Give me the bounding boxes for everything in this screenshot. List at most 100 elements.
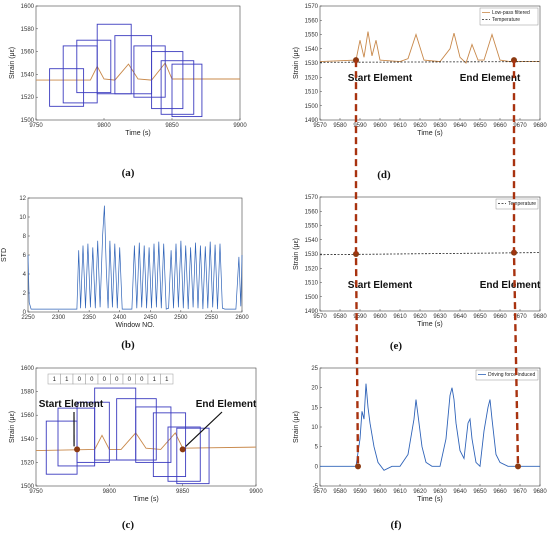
y-tick-label: 1560 bbox=[305, 209, 319, 215]
y-axis-label: Strain (με) bbox=[293, 238, 300, 270]
start-element-label: Start Element bbox=[348, 280, 413, 291]
element-cell-value: 0 bbox=[140, 377, 144, 383]
plot-frame bbox=[35, 5, 241, 121]
x-tick-label: 9850 bbox=[165, 123, 179, 129]
legend-box bbox=[495, 198, 539, 210]
end-element-label: End Element bbox=[480, 280, 541, 291]
y-tick-label: 1540 bbox=[21, 437, 35, 443]
x-tick-label: 9610 bbox=[393, 123, 407, 129]
window-box bbox=[96, 23, 132, 95]
y-tick-label: 1520 bbox=[21, 95, 35, 101]
x-tick-label: 2500 bbox=[174, 315, 188, 321]
legend-box bbox=[475, 369, 539, 381]
x-tick-label: 9640 bbox=[453, 123, 467, 129]
x-tick-label: 9650 bbox=[473, 123, 487, 129]
y-tick-label: 1560 bbox=[21, 50, 35, 56]
element-marker bbox=[179, 446, 186, 453]
y-tick-label: 15 bbox=[311, 405, 318, 411]
x-tick-label: 9620 bbox=[413, 314, 427, 320]
y-tick-label: 1570 bbox=[305, 195, 319, 201]
x-tick-label: 9570 bbox=[313, 489, 327, 495]
x-axis-label: Time (s) bbox=[417, 321, 442, 328]
end-element-connector bbox=[512, 60, 520, 467]
x-tick-label: 9600 bbox=[373, 314, 387, 320]
x-tick-label: 9670 bbox=[513, 123, 527, 129]
x-tick-label: 9580 bbox=[333, 489, 347, 495]
window-box bbox=[171, 63, 203, 118]
y-tick-label: 1520 bbox=[305, 266, 319, 272]
y-tick-label: 2 bbox=[23, 291, 27, 297]
x-tick-label: 9660 bbox=[493, 123, 507, 129]
y-tick-label: 1540 bbox=[21, 72, 35, 78]
y-tick-label: 25 bbox=[311, 366, 318, 372]
window-box bbox=[133, 45, 166, 98]
y-tick-label: 4 bbox=[23, 272, 27, 278]
x-tick-label: 9610 bbox=[393, 314, 407, 320]
window-box bbox=[151, 51, 184, 110]
x-tick-label: 2350 bbox=[82, 315, 96, 321]
x-tick-label: 9900 bbox=[249, 489, 263, 495]
y-tick-label: 1550 bbox=[305, 33, 319, 39]
y-tick-label: 1560 bbox=[305, 18, 319, 24]
chart-panel-d: 9570 9580 9590 9600 9610 9620 9630 9640 9650 9660… bbox=[293, 4, 547, 181]
x-tick-label: 9650 bbox=[473, 489, 487, 495]
start-element-label: Start Element bbox=[348, 73, 413, 84]
chart-panel-e: 9570 9580 9590 9600 9610 9620 9630 9640 9650 9660… bbox=[293, 195, 547, 352]
y-axis-label: Strain (με) bbox=[9, 411, 16, 443]
x-tick-label: 2550 bbox=[205, 315, 219, 321]
x-axis-label: Window NO. bbox=[115, 322, 154, 329]
y-tick-label: -5 bbox=[313, 484, 319, 490]
x-tick-label: 9680 bbox=[533, 489, 547, 495]
y-tick-label: 1600 bbox=[21, 366, 35, 372]
x-tick-label: 9670 bbox=[513, 314, 527, 320]
element-marker bbox=[355, 463, 361, 470]
panel-label: (f) bbox=[391, 519, 402, 531]
legend-entry: Low-pass filtered bbox=[492, 10, 530, 16]
y-axis-label: STD bbox=[1, 248, 8, 262]
end-pointer-arrow bbox=[185, 411, 223, 447]
end-element-label: End Element bbox=[196, 399, 257, 410]
element-cell-value: 1 bbox=[53, 377, 57, 383]
plot-frame bbox=[35, 367, 257, 487]
x-axis-label: Time (s) bbox=[417, 496, 442, 503]
x-tick-label: 9630 bbox=[433, 489, 447, 495]
x-tick-label: 9640 bbox=[453, 314, 467, 320]
y-tick-label: 1510 bbox=[305, 281, 319, 287]
x-axis-label: Time (s) bbox=[125, 130, 150, 137]
x-tick-label: 9640 bbox=[453, 489, 467, 495]
x-tick-label: 9800 bbox=[103, 489, 117, 495]
x-tick-label: 2600 bbox=[235, 315, 249, 321]
element-cell-value: 0 bbox=[103, 377, 107, 383]
start-element-label: Start Element bbox=[39, 399, 104, 410]
x-tick-label: 9590 bbox=[353, 489, 367, 495]
x-tick-label: 9900 bbox=[233, 123, 247, 129]
x-tick-label: 9620 bbox=[413, 489, 427, 495]
element-marker bbox=[515, 463, 521, 470]
y-tick-label: 8 bbox=[23, 234, 27, 240]
panel-label: (d) bbox=[377, 169, 391, 181]
panel-label: (b) bbox=[121, 339, 135, 351]
y-tick-label: 12 bbox=[19, 196, 26, 202]
plot-frame bbox=[319, 367, 541, 487]
legend-entry: Temperature bbox=[492, 17, 520, 23]
filtered-strain-line bbox=[36, 62, 240, 81]
chart-panel-b: 2250 2300 2350 2400 2450 2500 2550 2600 0 2 4 6 8 10 1… bbox=[1, 196, 249, 351]
x-tick-label: 9650 bbox=[473, 314, 487, 320]
window-box bbox=[76, 401, 110, 463]
y-tick-label: 1490 bbox=[305, 309, 319, 315]
y-tick-label: 1500 bbox=[305, 295, 319, 301]
y-tick-label: 5 bbox=[315, 445, 319, 451]
element-cell-value: 1 bbox=[165, 377, 169, 383]
y-tick-label: 1570 bbox=[305, 4, 319, 10]
panel-label: (e) bbox=[390, 340, 403, 352]
y-tick-label: 1550 bbox=[305, 224, 319, 230]
y-tick-label: 0 bbox=[315, 464, 319, 470]
x-tick-label: 9630 bbox=[433, 314, 447, 320]
x-axis-label: Time (s) bbox=[133, 496, 158, 503]
x-tick-label: 9600 bbox=[373, 489, 387, 495]
y-tick-label: 1560 bbox=[21, 413, 35, 419]
y-tick-label: 1600 bbox=[21, 4, 35, 10]
legend-entry: Temperature bbox=[508, 201, 536, 207]
y-tick-label: 20 bbox=[311, 386, 318, 392]
